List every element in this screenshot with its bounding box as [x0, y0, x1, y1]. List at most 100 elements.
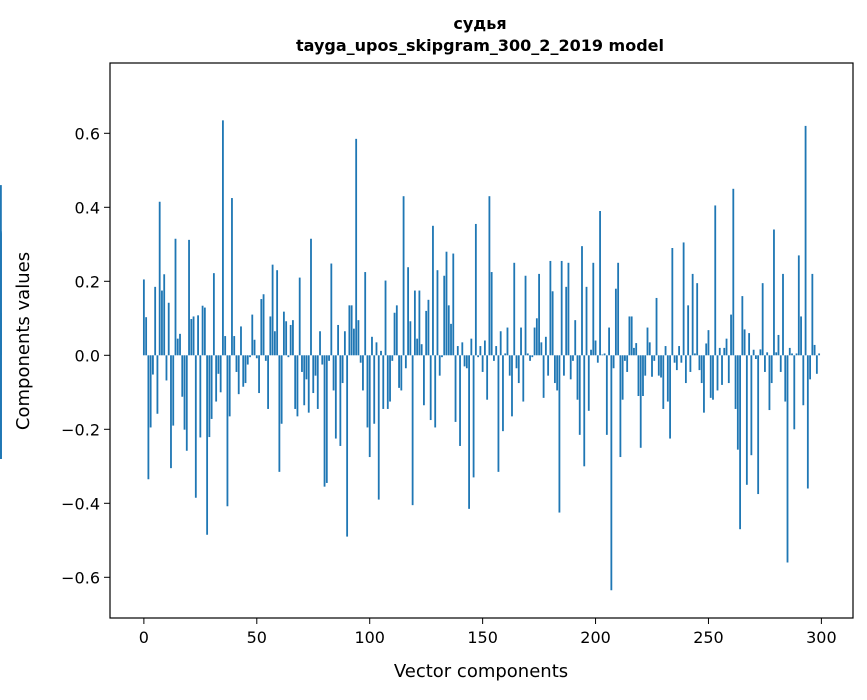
bar-261 [732, 188, 735, 356]
bar-262 [734, 355, 737, 409]
bar-162 [508, 355, 511, 376]
bar-169 [524, 275, 527, 356]
bar-297 [813, 344, 816, 356]
bar-7 [158, 201, 161, 356]
bar-172 [531, 355, 534, 358]
bar-187 [565, 286, 568, 356]
bar-154 [490, 272, 493, 356]
bar-15 [176, 338, 179, 356]
bar-83 [330, 263, 333, 356]
bar-206 [608, 327, 610, 356]
bar-3 [149, 355, 152, 428]
bar-229 [660, 355, 662, 378]
x-tick-label: 200 [580, 628, 611, 647]
bar-48 [251, 314, 254, 356]
bar-296 [811, 273, 814, 356]
bar-2 [147, 355, 150, 480]
bar-8 [161, 290, 163, 356]
bar-37 [226, 355, 229, 507]
bar-188 [567, 262, 570, 356]
bar-28 [206, 355, 209, 535]
bar-177 [542, 355, 545, 398]
bar-260 [730, 314, 732, 356]
bar-16 [179, 333, 181, 356]
bar-252 [712, 355, 714, 400]
bar-166 [517, 355, 520, 384]
bar-146 [472, 355, 475, 478]
bar-180 [549, 260, 552, 356]
bar-211 [619, 355, 622, 458]
bar-216 [630, 316, 633, 356]
bar-122 [418, 290, 421, 356]
bar-45 [244, 355, 247, 384]
bar-136 [450, 323, 452, 356]
bar-63 [285, 321, 288, 356]
bar-158 [499, 331, 502, 356]
bar-64 [287, 355, 290, 358]
bar-171 [529, 355, 531, 361]
bar-280 [775, 352, 778, 356]
bar-128 [432, 225, 434, 356]
bar-293 [804, 125, 807, 356]
bar-undefined [0, 355, 2, 459]
bar-59 [276, 270, 279, 356]
bar-266 [743, 329, 746, 356]
bar-155 [493, 355, 495, 361]
bar-282 [779, 355, 782, 372]
bar-160 [504, 353, 507, 356]
bar-286 [788, 347, 791, 356]
bar-41 [235, 355, 238, 372]
bar-190 [572, 355, 574, 361]
bar-178 [544, 336, 547, 356]
bar-151 [483, 340, 486, 356]
bar-259 [727, 355, 730, 384]
bar-257 [723, 347, 726, 356]
bar-196 [585, 286, 588, 356]
bar-199 [592, 262, 595, 356]
bar-285 [786, 355, 789, 563]
bar-194 [581, 246, 583, 356]
bar-207 [610, 355, 613, 591]
bar-218 [635, 343, 638, 356]
bar-219 [637, 355, 640, 396]
bar-193 [578, 355, 581, 435]
bars-group [0, 120, 821, 591]
bar-79 [321, 355, 324, 365]
bar-10 [165, 355, 168, 381]
bar-198 [590, 349, 592, 356]
bar-129 [434, 355, 437, 428]
bar-253 [714, 205, 717, 356]
bar-289 [795, 353, 798, 356]
bar-104 [377, 355, 380, 500]
bar-85 [334, 355, 337, 439]
bar-140 [459, 355, 461, 446]
bar-275 [764, 355, 766, 372]
bar-263 [736, 355, 739, 450]
bar-90 [346, 355, 349, 537]
bar-220 [639, 355, 642, 448]
bar-105 [380, 350, 382, 356]
bar-249 [705, 343, 708, 356]
bar-142 [463, 355, 466, 367]
bar-189 [569, 355, 572, 380]
bar-52 [260, 299, 263, 356]
bar-268 [748, 333, 751, 356]
bar-208 [612, 355, 615, 369]
y-tick-label: 0.2 [75, 272, 100, 291]
bar-149 [479, 346, 482, 356]
bar-4 [152, 355, 154, 375]
y-tick-label: −0.2 [61, 420, 100, 439]
bar-39 [231, 198, 233, 356]
bar-152 [486, 355, 489, 400]
bar-126 [427, 299, 430, 356]
bar-66 [292, 320, 294, 356]
bar-40 [233, 336, 236, 356]
bar-183 [556, 355, 559, 391]
bar-225 [651, 355, 653, 377]
bar-138 [454, 355, 457, 422]
bar-240 [684, 355, 687, 384]
bar-184 [558, 355, 561, 513]
bar-272 [757, 355, 760, 495]
bar-243 [691, 273, 694, 356]
